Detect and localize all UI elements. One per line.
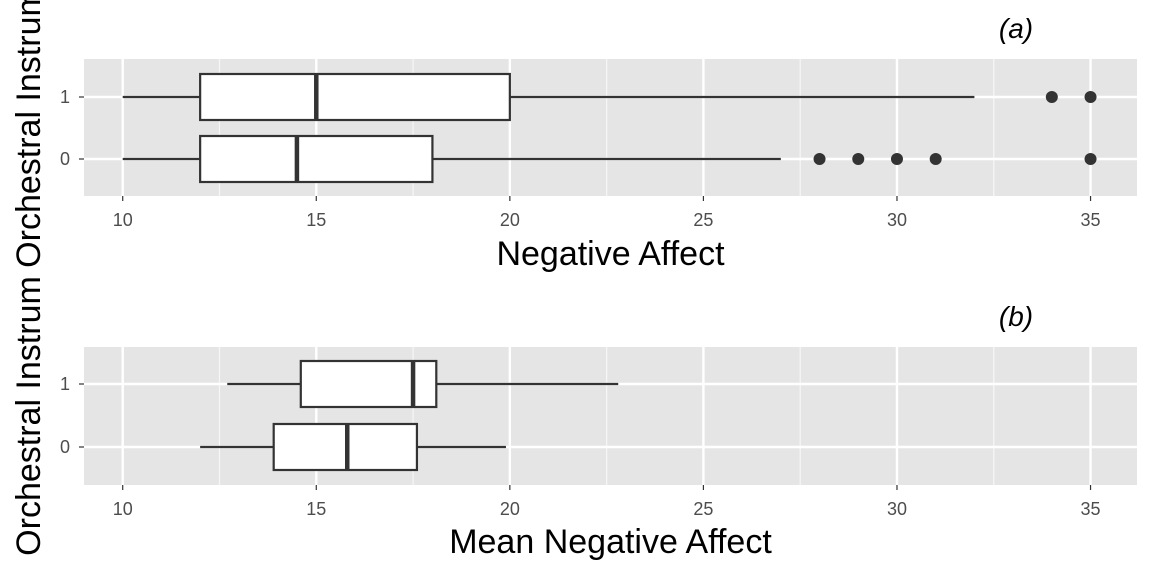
outlier-point [1045, 91, 1058, 103]
outlier-point [813, 153, 826, 165]
x-tick-label: 15 [306, 210, 326, 230]
iqr-box [199, 72, 511, 122]
outlier-point [929, 153, 942, 165]
iqr-box [299, 359, 438, 409]
panel-a-tag: (a) [999, 13, 1033, 44]
x-tick-label: 20 [500, 210, 520, 230]
x-tick-label: 30 [887, 210, 907, 230]
box-0 [122, 134, 1097, 184]
x-tick-label: 25 [693, 210, 713, 230]
box-1 [122, 72, 1097, 122]
panel-b-marks [200, 359, 619, 472]
outlier-point [890, 153, 903, 165]
x-tick-label: 30 [887, 499, 907, 519]
panel-a-marks [122, 72, 1097, 184]
y-tick-label: 1 [60, 87, 70, 107]
x-tick-label: 15 [306, 499, 326, 519]
box-1 [227, 359, 619, 409]
panel-b-x-axis-title: Mean Negative Affect [449, 523, 772, 561]
y-tick-label: 1 [60, 374, 70, 394]
x-tick-label: 10 [113, 499, 133, 519]
y-tick-label: 0 [60, 149, 70, 169]
y-tick-label: 0 [60, 437, 70, 457]
panel-a-x-axis-title: Negative Affect [496, 235, 725, 273]
x-tick-label: 25 [693, 499, 713, 519]
outlier-point [852, 153, 865, 165]
panel-b-background [84, 347, 1137, 485]
x-tick-label: 10 [113, 210, 133, 230]
x-tick-label: 20 [500, 499, 520, 519]
panel-a-y-axis-title: Orchestral Instrum [10, 0, 48, 268]
x-tick-label: 35 [1081, 499, 1101, 519]
x-tick-label: 35 [1081, 210, 1101, 230]
panel-b-y-axis-title: Orchestral Instrum [10, 276, 48, 556]
iqr-box [199, 134, 434, 184]
box-0 [200, 422, 506, 472]
outlier-point [1084, 153, 1097, 165]
panel-b-tag: (b) [999, 301, 1033, 332]
outlier-point [1084, 91, 1097, 103]
